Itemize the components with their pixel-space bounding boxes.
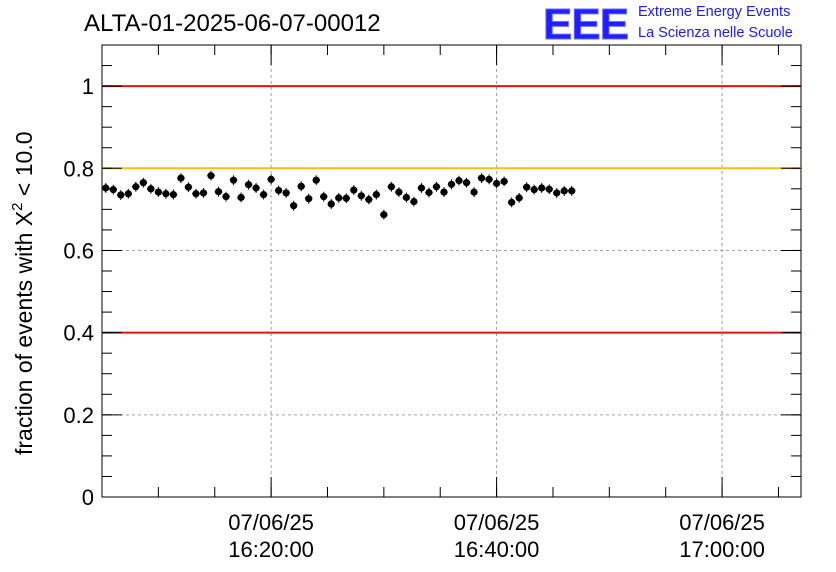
data-point: [229, 176, 238, 184]
eee-logo-mark: EEE: [542, 0, 629, 50]
data-point: [395, 188, 403, 196]
data-point: [109, 186, 117, 194]
data-point: [222, 193, 230, 201]
data-point: [139, 179, 147, 187]
data-point: [447, 180, 456, 188]
data-point: [259, 190, 268, 199]
x-tick-label-time: 16:20:00: [228, 537, 314, 562]
data-point: [538, 184, 546, 192]
data-point: [560, 187, 568, 195]
y-tick-label: 1: [82, 74, 94, 99]
data-point: [199, 189, 208, 197]
data-point: [508, 198, 516, 206]
data-point: [290, 202, 298, 210]
x-tick-label-date: 07/06/25: [454, 510, 540, 535]
y-axis-label-superscript: 2: [9, 202, 26, 210]
y-axis-label-suffix: < 10.0: [11, 131, 37, 202]
y-tick-label: 0: [82, 485, 94, 510]
data-point: [417, 184, 426, 192]
chart-title: ALTA-01-2025-06-07-00012: [84, 10, 381, 37]
data-point: [380, 211, 388, 219]
data-point: [169, 190, 178, 199]
x-tick-label-time: 16:40:00: [454, 537, 540, 562]
data-point: [282, 189, 290, 197]
logo-line-2: La Scienza nelle Scuole: [638, 25, 793, 41]
y-axis-label-text: fraction of events with X2 < 10.0: [9, 131, 37, 455]
data-point: [523, 183, 531, 191]
axis-ticks: 00.20.40.60.8107/06/2516:20:0007/06/2516…: [63, 44, 801, 562]
data-point: [455, 177, 463, 185]
data-point: [425, 188, 433, 197]
data-point: [335, 194, 343, 202]
data-point: [237, 193, 245, 202]
x-tick-label-time: 17:00:00: [679, 537, 765, 562]
data-point: [252, 184, 260, 192]
data-point: [545, 185, 553, 193]
grid-lines: [102, 45, 801, 497]
data-point: [192, 190, 200, 198]
data-point: [500, 177, 508, 186]
data-point: [275, 186, 283, 195]
data-point: [485, 175, 493, 183]
y-axis-label-main: fraction of events with X: [11, 211, 37, 455]
y-tick-label: 0.8: [63, 156, 94, 181]
data-point: [244, 181, 253, 189]
data-point: [568, 187, 576, 195]
y-tick-label: 0.2: [63, 403, 94, 428]
data-point: [553, 189, 561, 197]
data-point: [305, 195, 313, 203]
data-point: [177, 174, 185, 182]
data-point: [124, 190, 132, 198]
logo-line-1: Extreme Energy Events: [638, 4, 791, 20]
data-point: [432, 183, 441, 191]
data-points: [102, 170, 576, 220]
reference-lines: [102, 85, 801, 334]
y-axis-label: fraction of events with X2 < 10.0: [9, 131, 37, 455]
eee-logo: EEE Extreme Energy Events La Scienza nel…: [542, 0, 833, 50]
data-point: [327, 200, 335, 208]
data-point: [365, 195, 373, 204]
data-point: [312, 176, 320, 184]
data-point: [372, 190, 380, 199]
data-point: [492, 179, 501, 188]
data-point: [184, 183, 193, 191]
data-point: [297, 182, 305, 190]
data-point: [462, 179, 471, 187]
data-point: [530, 186, 538, 194]
x-tick-label-date: 07/06/25: [679, 510, 765, 535]
data-point: [147, 185, 155, 193]
data-point: [387, 183, 395, 191]
data-point: [267, 175, 275, 183]
data-point: [214, 188, 223, 196]
data-point: [154, 188, 162, 196]
data-point: [470, 188, 478, 196]
data-point: [350, 186, 358, 194]
plot-frame: [101, 44, 802, 498]
data-point: [132, 183, 140, 191]
data-point: [102, 184, 110, 192]
data-point: [402, 193, 411, 202]
data-point: [117, 191, 125, 199]
x-tick-label-date: 07/06/25: [228, 510, 314, 535]
y-tick-label: 0.4: [63, 321, 94, 346]
data-point: [477, 174, 486, 182]
data-point: [515, 194, 523, 202]
data-point: [410, 197, 418, 206]
data-point: [320, 193, 328, 201]
y-tick-label: 0.6: [63, 238, 94, 263]
data-point: [342, 194, 350, 202]
data-point: [440, 188, 448, 196]
data-point: [357, 192, 365, 200]
data-point: [207, 172, 215, 180]
data-point: [162, 190, 170, 198]
